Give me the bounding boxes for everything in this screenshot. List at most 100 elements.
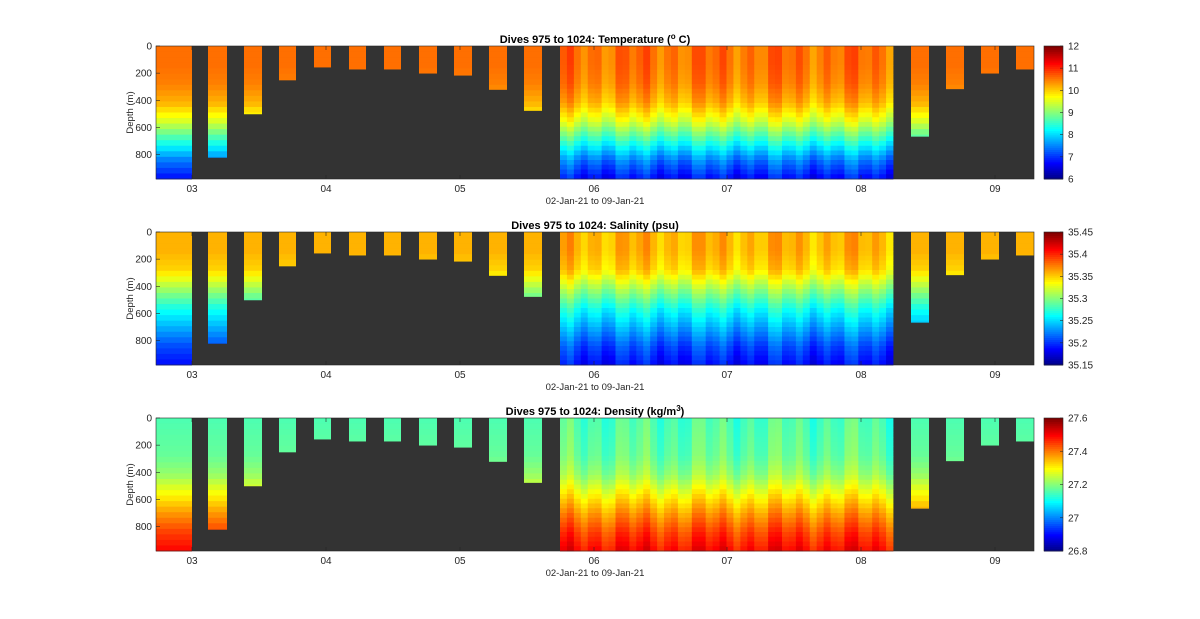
profile-cell — [788, 69, 797, 75]
profile-cell — [643, 465, 651, 471]
profile-cell — [698, 169, 707, 175]
profile-cell — [712, 126, 720, 132]
profile-cell — [768, 341, 776, 347]
profile-cell — [802, 298, 811, 304]
profile-cell — [560, 55, 568, 61]
profile-cell — [560, 460, 568, 466]
profile-cell — [650, 122, 658, 128]
profile-cell — [684, 446, 693, 452]
profile-cell — [580, 308, 589, 314]
profile-cell — [809, 260, 818, 266]
profile-cell — [671, 136, 679, 142]
profile-cell — [733, 260, 741, 266]
colorbar-cell — [1044, 254, 1063, 258]
profile-cell — [636, 103, 644, 109]
profile-cell — [279, 57, 296, 64]
profile-cell — [795, 169, 804, 175]
profile-cell — [643, 131, 651, 137]
profile-cell — [314, 232, 331, 238]
profile-cell — [705, 164, 714, 170]
profile-cell — [650, 508, 658, 514]
profile-cell — [911, 106, 929, 113]
profile-cell — [740, 527, 748, 533]
profile-cell — [684, 322, 693, 328]
profile-cell — [1016, 232, 1034, 238]
profile-cell — [775, 418, 783, 424]
profile-cell — [643, 317, 651, 323]
profile-cell — [809, 456, 818, 462]
profile-cell — [844, 350, 852, 356]
profile-cell — [747, 517, 755, 523]
profile-cell — [754, 503, 762, 509]
profile-cell — [615, 360, 623, 366]
profile-cell — [208, 254, 227, 261]
profile-cell — [684, 112, 693, 118]
profile-cell — [837, 432, 845, 438]
profile-cell — [775, 107, 783, 113]
profile-cell — [691, 136, 700, 142]
colorbar-cell — [1044, 52, 1063, 55]
profile-cell — [677, 284, 686, 290]
profile-cell — [788, 350, 797, 356]
profile-cell — [911, 506, 929, 509]
profile-cell — [795, 484, 804, 490]
profile-cell — [677, 446, 686, 452]
profile-cell — [244, 106, 262, 113]
profile-cell — [830, 427, 838, 433]
profile-cell — [858, 84, 866, 90]
profile-cell — [691, 232, 700, 238]
profile-cell — [657, 360, 665, 366]
profile-cell — [573, 475, 582, 481]
profile-cell — [615, 117, 623, 123]
profile-cell — [911, 320, 929, 323]
profile-cell — [622, 308, 630, 314]
profile-cell — [858, 117, 866, 123]
profile-cell — [705, 465, 714, 471]
profile-cell — [650, 60, 658, 66]
profile-cell — [740, 427, 748, 433]
profile-cell — [594, 55, 603, 61]
profile-cell — [733, 241, 741, 247]
profile-cell — [726, 312, 734, 318]
profile-cell — [594, 317, 603, 323]
profile-cell — [622, 60, 630, 66]
profile-cell — [573, 46, 582, 52]
profile-cell — [560, 131, 568, 137]
profile-cell — [664, 160, 672, 166]
colorbar-cell — [1044, 308, 1063, 312]
profile-cell — [761, 546, 769, 552]
profile-cell — [156, 506, 192, 513]
profile-cell — [747, 336, 755, 342]
profile-cell — [782, 465, 790, 471]
profile-cell — [768, 265, 776, 271]
profile-cell — [643, 312, 651, 318]
profile-cell — [608, 84, 616, 90]
profile-cell — [946, 51, 964, 58]
profile-cell — [747, 255, 755, 261]
profile-cell — [761, 331, 769, 337]
profile-cell — [705, 145, 714, 151]
profile-cell — [657, 50, 665, 56]
profile-cell — [622, 169, 630, 175]
profile-cell — [643, 527, 651, 533]
profile-cell — [747, 79, 755, 85]
profile-cell — [886, 69, 894, 75]
profile-cell — [712, 513, 720, 519]
profile-cell — [684, 331, 693, 337]
profile-cell — [691, 346, 700, 352]
profile-cell — [629, 107, 637, 113]
profile-cell — [886, 322, 894, 328]
profile-cell — [816, 289, 825, 295]
profile-cell — [489, 51, 507, 58]
profile-cell — [587, 174, 596, 180]
profile-cell — [795, 265, 804, 271]
profile-cell — [691, 126, 700, 132]
profile-cell — [712, 241, 720, 247]
profile-cell — [664, 84, 672, 90]
y-tick-label: 0 — [146, 42, 152, 53]
profile-cell — [594, 84, 603, 90]
profile-cell — [768, 513, 776, 519]
profile-cell — [768, 331, 776, 337]
profile-cell — [650, 284, 658, 290]
profile-cell — [761, 107, 769, 113]
